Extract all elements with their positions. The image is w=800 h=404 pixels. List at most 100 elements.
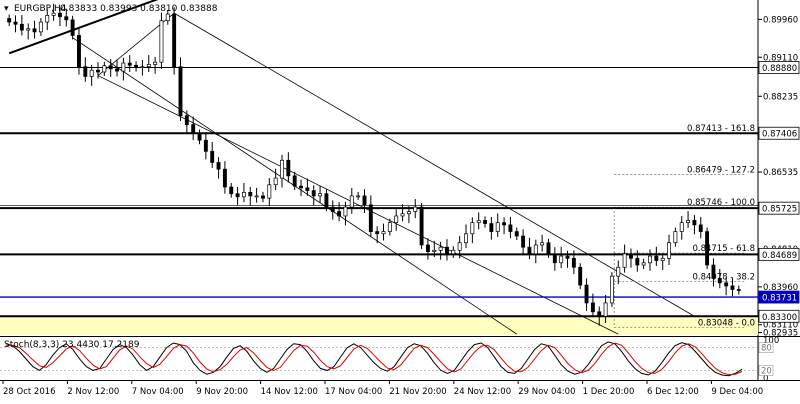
candle-body [717, 278, 722, 284]
candle-body [552, 253, 557, 264]
time-tick-label: 17 Nov 04:00 [325, 387, 382, 397]
candle-body [425, 244, 430, 252]
candle-body [127, 62, 132, 66]
candle-body [464, 233, 468, 244]
candle-body [495, 222, 500, 232]
candle-body [356, 195, 361, 198]
stochastic-oscillator [0, 341, 758, 377]
candle-body [184, 115, 189, 125]
candle-body [286, 159, 291, 177]
candle-body [502, 222, 507, 226]
candle-body [489, 223, 494, 232]
candle-body [476, 220, 481, 224]
candle-body [362, 195, 367, 206]
stoch-level-tag-label: 20 [761, 366, 772, 376]
price-level-tag [758, 61, 800, 74]
candle-body [165, 13, 170, 22]
candle-body [508, 224, 513, 232]
fib-level-label: 0.84715 - 61.8 [692, 244, 755, 254]
fib-level-label: 0.84078 - 38.2 [692, 273, 755, 283]
candle-body [705, 231, 710, 266]
candle-body [603, 302, 608, 317]
channel-line[interactable] [97, 75, 619, 335]
candle-body [432, 249, 437, 252]
channel-line[interactable] [173, 12, 695, 317]
candle-body [349, 195, 354, 208]
candle-body [318, 193, 323, 197]
candle-body [375, 231, 380, 235]
candle-body [254, 195, 259, 198]
candle-body [667, 242, 671, 259]
candle-body [203, 139, 208, 152]
candle-body [248, 191, 253, 197]
candle-body [730, 285, 735, 290]
fib-level-label: 0.83048 - 0.0 [698, 319, 755, 329]
candle-body [241, 191, 246, 198]
stoch-series-line [5, 342, 743, 376]
candle-body [711, 264, 716, 279]
candle-body [400, 213, 405, 217]
candle-body [191, 124, 196, 134]
candle-body [641, 262, 646, 266]
time-tick-label: 9 Nov 20:00 [196, 387, 248, 397]
stoch-level-tag [758, 365, 774, 376]
candle-body [140, 66, 145, 68]
candle-body [261, 195, 265, 199]
candle-body [673, 231, 678, 244]
price-level-tag-label: 0.83300 [762, 313, 797, 323]
candle-body [7, 18, 12, 23]
candle-body [19, 23, 24, 31]
candle-body [89, 69, 94, 77]
candle-body [438, 246, 443, 251]
candle-body [96, 69, 100, 73]
candle-body [38, 21, 43, 33]
candle-body [686, 220, 691, 224]
time-tick-label: 28 Oct 2016 [3, 387, 56, 397]
candle-body [571, 257, 576, 268]
stoch-plot-area[interactable] [0, 337, 758, 380]
horizontal-levels[interactable] [0, 67, 758, 318]
price-tick-label: 0.83960 [763, 283, 798, 293]
candle-body [273, 177, 278, 186]
price-level-tag [758, 309, 800, 323]
candle-body [83, 66, 88, 77]
candle-body [121, 62, 126, 72]
candle-body [609, 275, 614, 304]
time-tick-label: 6 Dec 12:00 [647, 387, 699, 397]
price-level-tag [758, 126, 800, 140]
candle-body [280, 159, 284, 179]
candle-body [648, 255, 652, 264]
dropdown-arrow-icon[interactable]: ▾ [4, 4, 9, 14]
candle-body [324, 193, 329, 208]
time-tick-label: 21 Nov 20:00 [389, 387, 446, 397]
candle-body [311, 190, 316, 197]
candle-body [229, 186, 234, 195]
candle-body [533, 244, 538, 255]
candle-body [521, 235, 526, 248]
candle-body [660, 257, 665, 261]
stoch-indicator-label: Stoch(8,3,3) 23.4430 17.2189 [4, 340, 140, 350]
main-plot-area[interactable] [0, 0, 758, 336]
candle-body [343, 206, 348, 217]
candle-body [514, 231, 519, 237]
time-tick-label: 7 Nov 04:00 [132, 387, 184, 397]
candle-body [457, 242, 462, 251]
stoch-level-tag [758, 342, 774, 353]
price-tick-label: 0.82935 [763, 329, 798, 339]
channel-line[interactable] [8, 0, 180, 55]
price-tick-label: 0.83110 [763, 321, 798, 331]
candle-body [419, 206, 424, 246]
fib-level-label: 0.85746 - 100.0 [687, 198, 755, 208]
candle-body [546, 242, 551, 255]
candle-body [51, 12, 56, 16]
candle-body [197, 133, 202, 141]
candle-body [57, 12, 62, 18]
candle-body [406, 211, 411, 215]
price-level-tags: 0.88880 0.87406 0.85725 0.84689 0.83731 0.833… [758, 61, 800, 323]
time-tick-label: 29 Nov 04:00 [518, 387, 575, 397]
price-tick-label: 0.88235 [763, 92, 798, 102]
candle-body [483, 220, 487, 224]
candle-body [654, 255, 659, 261]
